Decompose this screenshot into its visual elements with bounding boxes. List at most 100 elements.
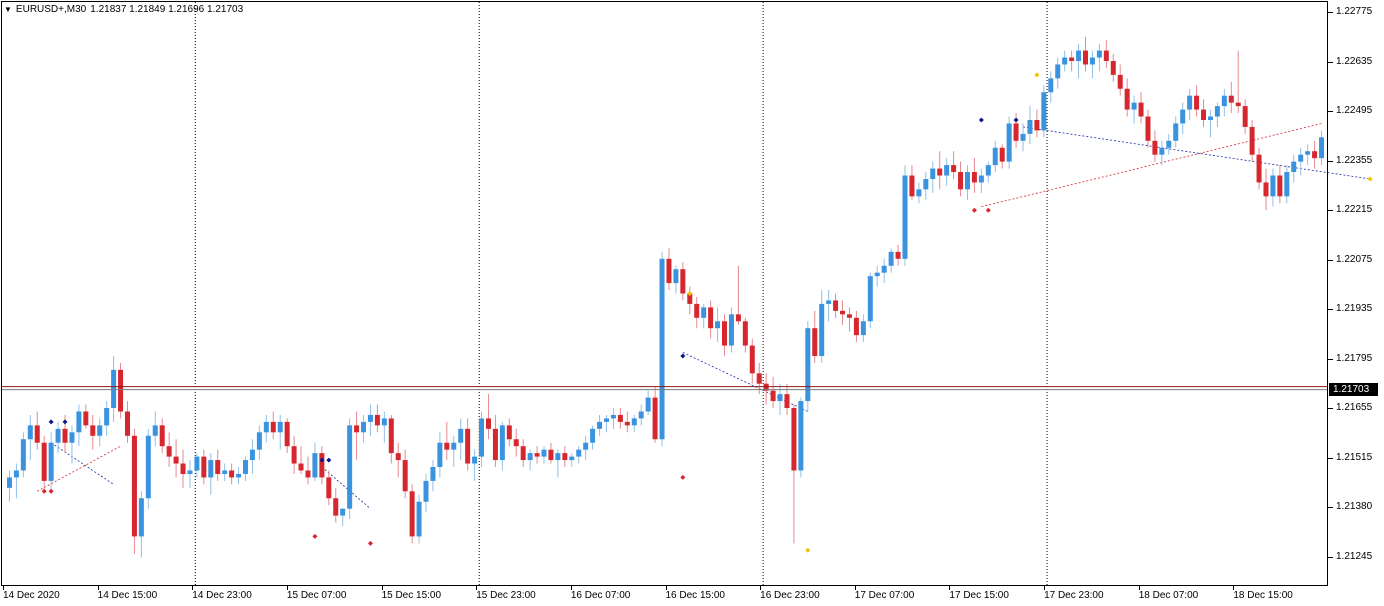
candle-body [520,446,526,461]
fractal-marker [312,533,318,539]
trend-line [682,352,808,412]
candle-body [1117,74,1123,89]
candle-body [69,432,75,443]
fractal-marker [680,474,686,480]
candle-body [34,425,40,443]
fractal-marker [1013,117,1019,123]
candle-body [694,303,700,318]
candle-body [777,394,783,402]
candle-body [555,453,561,461]
candle-body [722,321,728,346]
candle-body [124,411,130,436]
candle-body [1284,172,1290,197]
candle-body [1194,95,1200,110]
candle-body [416,501,422,537]
candle-body [937,168,943,176]
candle-body [194,456,200,471]
price-tick-label: 1.22075 [1327,253,1373,265]
candle-body [513,439,519,447]
candle-body [985,165,991,176]
candle-body [1082,50,1088,65]
candle-body [62,428,68,443]
candle-body [728,314,734,346]
candle-body [638,411,644,419]
candle-body [1055,64,1061,79]
candle-body [48,442,54,481]
candle-body [1145,116,1151,141]
candle-body [548,449,554,461]
candle-body [444,442,450,450]
candle-body [1159,147,1165,155]
candle-body [944,165,950,176]
candle-body [881,265,887,273]
candle-body [1152,140,1158,155]
candle-body [735,314,741,322]
price-tick-label: 1.22215 [1327,204,1373,215]
candle-body [354,425,360,433]
candle-body [770,390,776,402]
candle-body [222,470,228,474]
fractal-marker [41,488,47,494]
candle-body [1096,50,1102,58]
time-tick-label: 15 Dec 23:00 [476,586,536,601]
candle-body [83,411,89,426]
candle-body [437,442,443,468]
candle-body [902,175,908,259]
candle-body [451,442,457,450]
time-tick-label: 18 Dec 07:00 [1138,586,1199,601]
candle-body [888,251,894,266]
candle-body [541,449,547,457]
candle-body [465,428,471,464]
time-tick-label: 15 Dec 15:00 [381,586,442,601]
candle-body [1013,123,1019,141]
candle-body [1069,57,1075,61]
candle-body [1305,151,1311,155]
chart-header: ▼ EURUSD+,M30 1.21837 1.21849 1.21696 1.… [4,4,243,15]
fractal-marker [687,291,693,296]
candle-body [1006,123,1012,162]
candle-body [243,460,249,474]
candle-body [215,460,221,474]
candle-body [805,328,811,402]
candle-body [978,175,984,183]
candle-body [833,300,839,311]
price-tick-label: 1.21655 [1327,402,1373,413]
candle-body [1298,154,1304,162]
candle-body [1277,175,1283,197]
candle-body [853,317,859,336]
candle-body [631,418,637,426]
candle-body [229,470,235,478]
candle-body [479,418,485,457]
candle-body [1201,109,1207,120]
candle-body [680,269,686,294]
candle-body [326,477,332,499]
candle-body [159,425,165,447]
candle-body [1124,88,1130,110]
candle-body [145,435,151,499]
fractal-marker [367,540,373,546]
fractal-marker [62,419,68,425]
candle-body [964,172,970,190]
price-tick-label: 1.21380 [1327,501,1373,512]
time-tick-label: 18 Dec 15:00 [1233,586,1293,601]
candle-body [6,477,12,488]
candle-body [1062,57,1068,65]
trend-line [50,442,114,485]
candle-body [458,428,464,443]
candle-body [951,165,957,173]
candle-body [840,310,846,315]
candle-body [895,251,901,259]
price-tick-label: 1.22355 [1327,154,1373,166]
chart-menu-icon[interactable]: ▼ [4,5,12,14]
plot-area[interactable] [1,1,1328,586]
candle-body [597,421,603,429]
candle-body [923,178,929,190]
candle-body [1173,123,1179,141]
candle-body [812,328,818,356]
candle-body [312,453,318,478]
candle-body [992,147,998,166]
fractal-marker [1367,176,1373,182]
candle-body [666,258,672,284]
